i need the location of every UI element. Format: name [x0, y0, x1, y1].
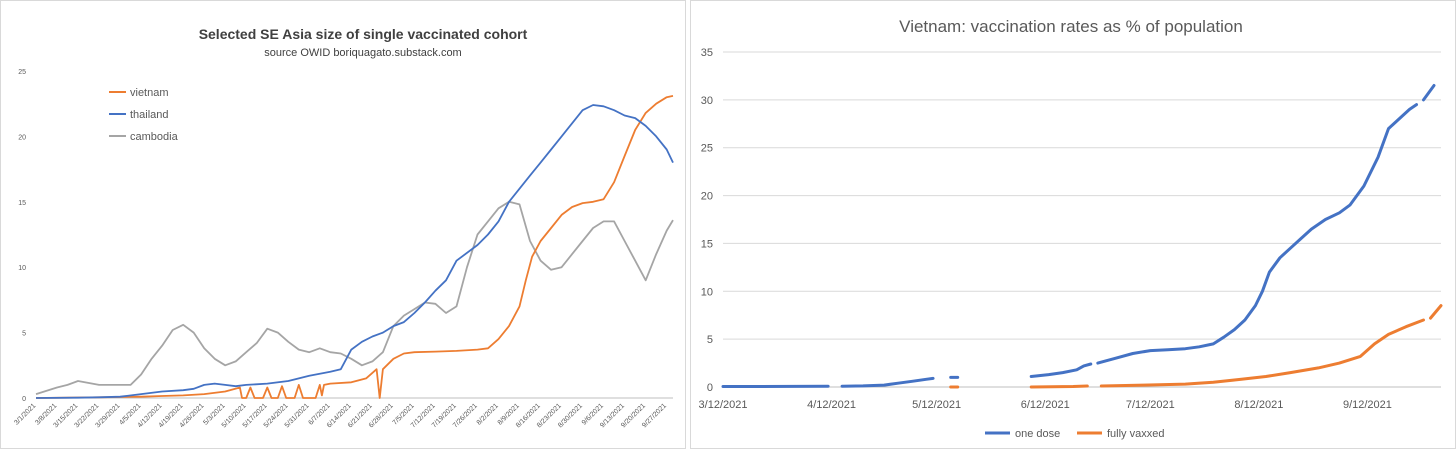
y-tick-label: 5	[22, 331, 26, 338]
legend-label-one-dose: one dose	[1015, 428, 1060, 440]
x-tick-label: 8/12/2021	[1234, 399, 1283, 411]
legend-label-vietnam: vietnam	[130, 87, 169, 99]
legend-label-fully-vaxxed: fully vaxxed	[1107, 428, 1164, 440]
x-tick-label: 6/12/2021	[1021, 399, 1070, 411]
y-tick-label: 10	[18, 265, 26, 272]
y-tick-label: 5	[707, 334, 713, 346]
y-tick-label: 20	[18, 134, 26, 141]
series-line-vietnam	[35, 95, 674, 399]
x-tick-label: 9/12/2021	[1343, 399, 1392, 411]
x-tick-label: 3/1/2021	[13, 402, 37, 426]
series-line-fully-vaxxed	[1029, 384, 1089, 389]
x-tick-label: 4/12/2021	[807, 399, 856, 411]
series-line-one-dose	[1029, 362, 1093, 378]
y-tick-label: 0	[22, 396, 26, 403]
chart-panel-right: Vietnam: vaccination rates as % of popul…	[690, 0, 1456, 449]
series-line-fully-vaxxed	[1099, 318, 1425, 388]
y-tick-label: 30	[701, 95, 713, 107]
series-line-one-dose	[1096, 103, 1418, 365]
y-tick-label: 15	[18, 200, 26, 207]
x-tick-label: 5/12/2021	[912, 399, 961, 411]
chart-title: Selected SE Asia size of single vaccinat…	[199, 26, 528, 42]
y-tick-label: 15	[701, 238, 713, 250]
x-tick-label: 3/12/2021	[699, 399, 748, 411]
vietnam-vaccination-chart: Vietnam: vaccination rates as % of popul…	[699, 17, 1443, 440]
series-line-cambodia	[35, 200, 674, 395]
series-line-one-dose	[840, 376, 935, 388]
y-tick-label: 25	[701, 143, 713, 155]
series-line-fully-vaxxed	[1429, 304, 1443, 320]
x-tick-label: 7/12/2021	[1126, 399, 1175, 411]
y-tick-label: 35	[701, 47, 713, 59]
legend-label-thailand: thailand	[130, 109, 169, 121]
series-line-one-dose	[1422, 84, 1436, 102]
y-tick-label: 10	[701, 286, 713, 298]
chart-panel-left: Selected SE Asia size of single vaccinat…	[0, 0, 686, 449]
x-tick-label: 8/2/2021	[476, 402, 500, 426]
y-tick-label: 25	[18, 69, 26, 76]
chart-title: Vietnam: vaccination rates as % of popul…	[899, 17, 1243, 36]
legend-label-cambodia: cambodia	[130, 131, 179, 143]
y-tick-label: 20	[701, 191, 713, 203]
cohort-line-chart: Selected SE Asia size of single vaccinat…	[13, 26, 674, 429]
y-tick-label: 0	[707, 382, 713, 394]
chart-subtitle: source OWID boriquagato.substack.com	[264, 47, 461, 59]
series-line-thailand	[35, 104, 674, 399]
